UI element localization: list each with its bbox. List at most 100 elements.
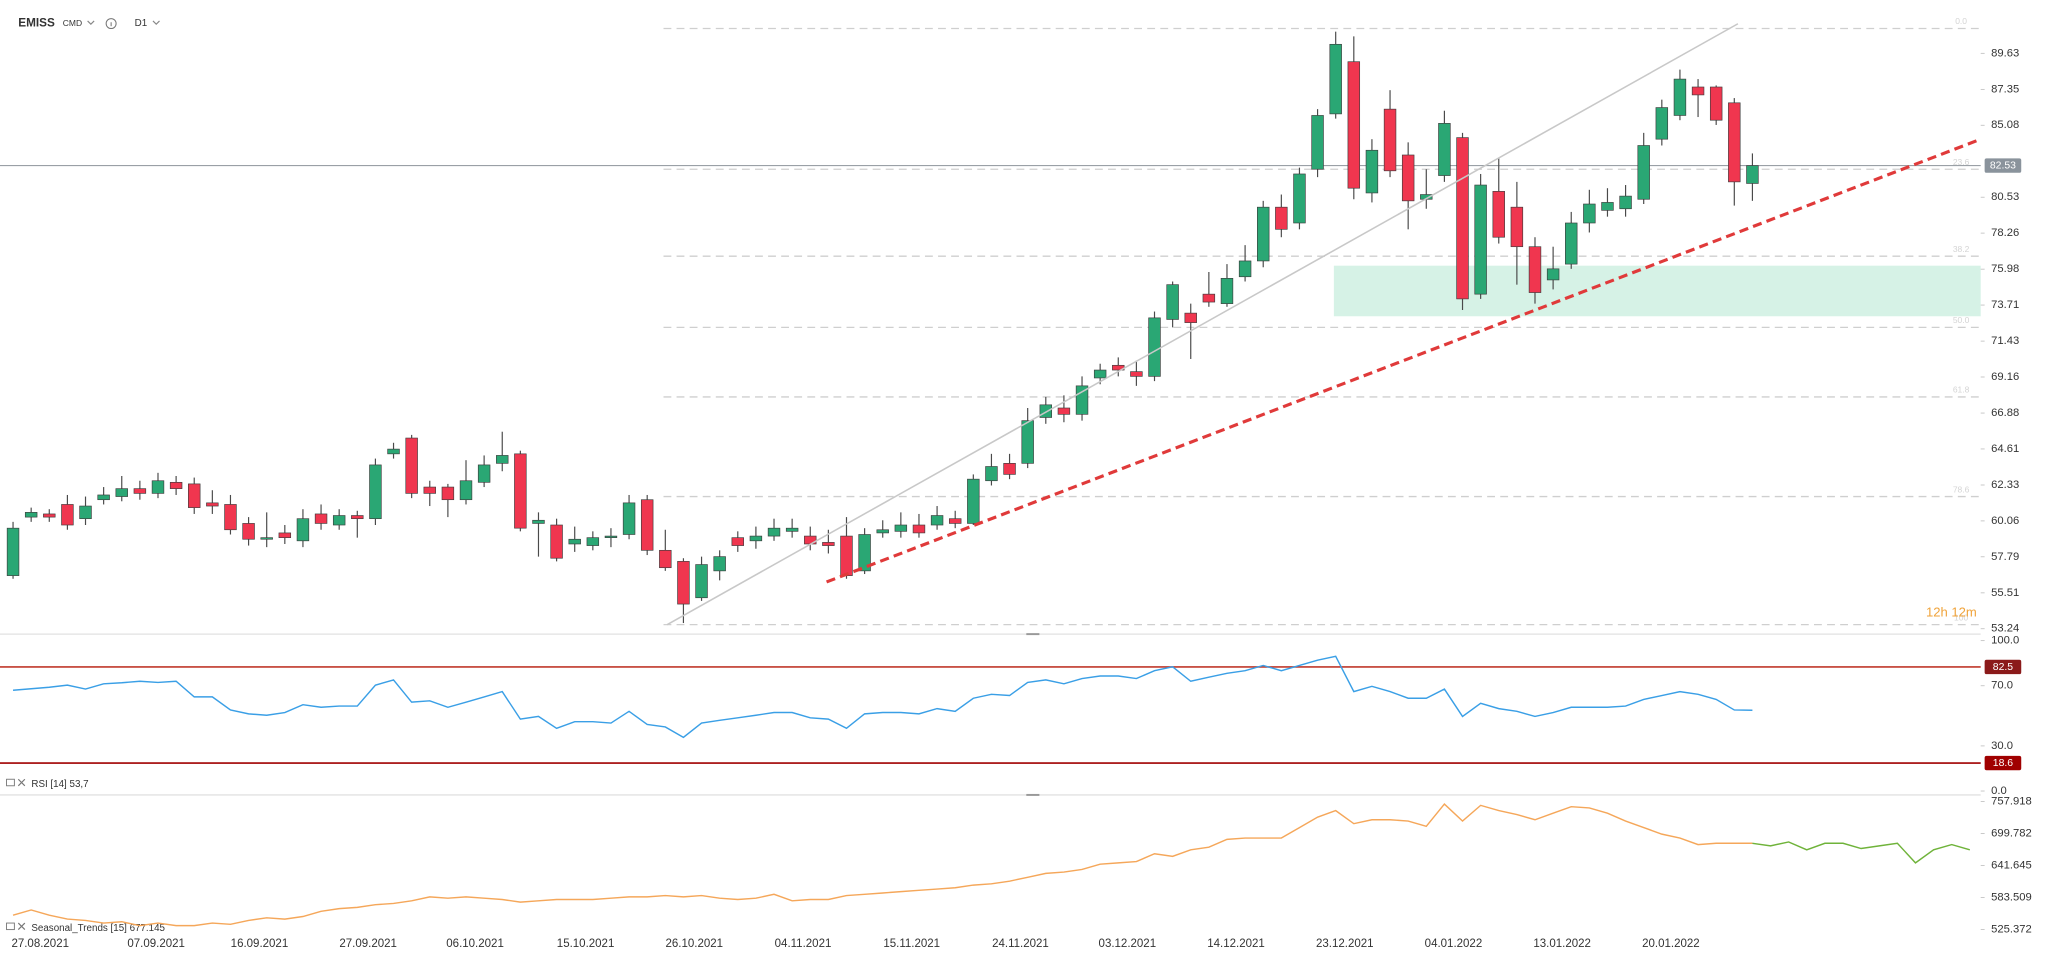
x-tick-label: 13.01.2022: [1533, 938, 1591, 950]
price-tag: [1984, 755, 2022, 771]
candle-body: [1166, 284, 1179, 320]
candle-body: [1365, 149, 1379, 194]
candle-body: [1184, 312, 1197, 323]
candle-body: [1583, 203, 1596, 224]
candle-body: [24, 512, 38, 518]
x-tick-label: 14.12.2021: [1207, 938, 1265, 950]
candle-body: [1347, 61, 1361, 189]
x-tick-label: 07.09.2021: [127, 938, 185, 950]
candle-body: [224, 504, 237, 531]
y-tick-label: 64.61: [1991, 443, 2019, 455]
x-tick-label: 04.01.2022: [1425, 938, 1483, 950]
interval-dropdown[interactable]: [152, 20, 160, 26]
candle-body: [1655, 107, 1669, 140]
y-tick-label: 78.26: [1991, 227, 2019, 239]
candle-body: [1293, 173, 1306, 224]
y-tick-label: 66.88: [1991, 407, 2019, 419]
candle-body: [314, 513, 328, 524]
candle-body: [6, 527, 20, 576]
market-dropdown[interactable]: [87, 20, 95, 26]
candle-body: [695, 564, 708, 599]
price-tag: [1984, 659, 2022, 675]
candle-body: [677, 561, 690, 605]
candle-body: [79, 505, 92, 520]
candle-body: [749, 535, 763, 542]
series-line: [12, 802, 1753, 927]
candle-body: [514, 453, 527, 529]
y-tick-label: 75.98: [1991, 263, 2019, 275]
trendline: [666, 23, 1739, 626]
candle-body: [894, 524, 908, 532]
countdown: 12h 12m: [1926, 605, 1977, 620]
settings-icon[interactable]: [6, 922, 15, 931]
x-tick-label: 03.12.2021: [1099, 938, 1157, 950]
candle-body: [188, 483, 201, 508]
y-tick-label: 53.24: [1991, 623, 2019, 635]
close-icon[interactable]: [17, 922, 26, 931]
candle-body: [260, 537, 273, 540]
x-tick-label: 20.01.2022: [1642, 938, 1700, 950]
candle-body: [1510, 206, 1524, 248]
candle-body: [1021, 420, 1034, 464]
candle-body: [496, 455, 509, 464]
x-tick-label: 26.10.2021: [666, 938, 724, 950]
x-tick-label: 23.12.2021: [1316, 938, 1374, 950]
fib-label: 50.0: [1953, 315, 1970, 325]
market[interactable]: CMD: [63, 18, 82, 28]
settings-icon[interactable]: [6, 778, 15, 787]
candle-body: [767, 527, 781, 537]
price-tag-label: 82.53: [1990, 161, 2016, 172]
x-tick-label: 16.09.2021: [231, 938, 289, 950]
candle-body: [423, 486, 436, 494]
candle-body: [1619, 195, 1632, 210]
y-tick-label: 87.35: [1991, 83, 2019, 95]
candle-body: [822, 542, 835, 546]
candle-body: [640, 499, 654, 551]
candle-body: [1492, 191, 1505, 238]
rsi-label: RSI [14] 53,7: [31, 779, 88, 790]
y-tick-label: 80.53: [1991, 191, 2019, 203]
symbol: EMISS: [18, 17, 55, 30]
candle-body: [1565, 222, 1578, 265]
y-tick-label: 73.71: [1991, 299, 2019, 311]
candle-body: [586, 537, 600, 546]
series-line: [12, 655, 1753, 739]
candle-body: [97, 494, 110, 501]
y-tick-label: 89.63: [1991, 47, 2019, 59]
interval[interactable]: D1: [135, 18, 148, 29]
seasonal-legend: Seasonal_Trends [15] 677.145: [6, 922, 166, 934]
candle-body: [387, 448, 400, 455]
candle-body: [1039, 404, 1053, 418]
candle-body: [1057, 407, 1071, 415]
y-tick-label: 69.16: [1991, 371, 2019, 383]
series-line: [1752, 841, 1971, 864]
fib-label: 61.8: [1953, 385, 1970, 395]
y-tick-label: 60.06: [1991, 515, 2019, 527]
candle-body: [1474, 184, 1487, 295]
candle-body: [477, 464, 491, 483]
fib-label: 100: [1954, 612, 1968, 622]
candle-body: [43, 513, 56, 518]
fib-label: 78.6: [1953, 484, 1970, 494]
y-tick-label: 699.782: [1991, 827, 2032, 839]
candle-body: [876, 529, 889, 534]
candle-body: [840, 535, 853, 576]
candle-body: [622, 502, 636, 535]
y-tick-label: 62.33: [1991, 479, 2019, 491]
zone: [1333, 265, 1981, 317]
x-tick-label: 06.10.2021: [446, 938, 504, 950]
info-icon[interactable]: [105, 18, 117, 30]
price-tag-label: 82.5: [1993, 662, 2014, 673]
candle-body: [731, 537, 744, 546]
candle-body: [1075, 385, 1089, 415]
candle-body: [1673, 78, 1687, 116]
candle-body: [1728, 102, 1741, 183]
candle-body: [169, 481, 183, 489]
candle-body: [1601, 202, 1614, 211]
candle-body: [242, 523, 255, 540]
candle-body: [369, 464, 382, 520]
fib-label: 38.2: [1953, 244, 1970, 254]
candle-body: [985, 466, 998, 482]
close-icon[interactable]: [17, 778, 26, 787]
